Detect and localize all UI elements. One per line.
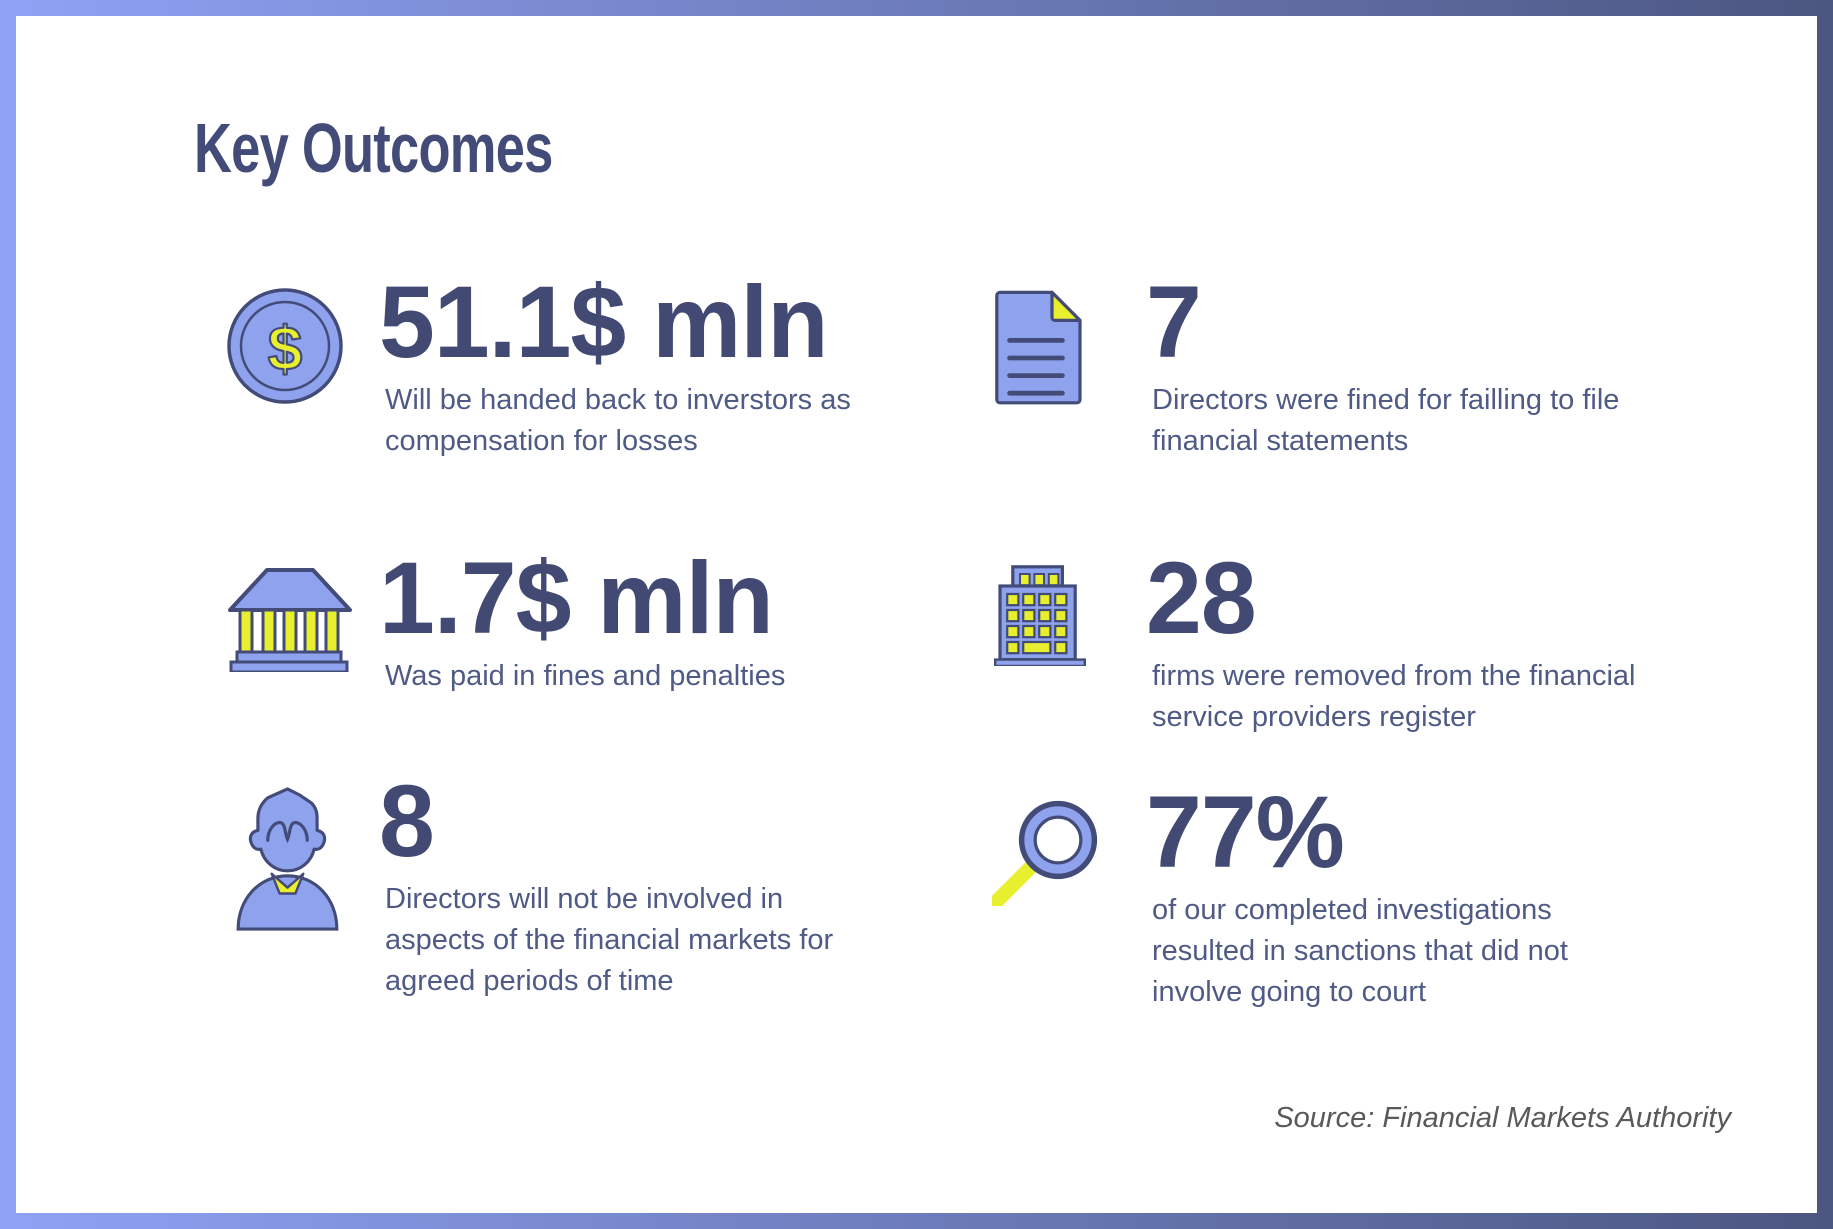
svg-text:$: $ — [268, 315, 302, 384]
